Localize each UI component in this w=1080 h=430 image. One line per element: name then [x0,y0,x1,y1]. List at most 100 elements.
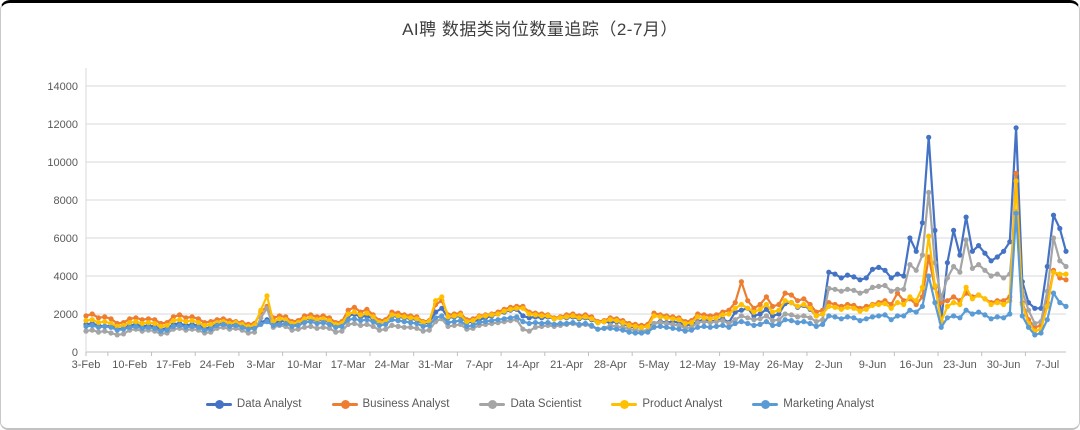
data-point [901,301,907,308]
data-point [570,313,576,319]
legend-marker-marketing-analyst [752,399,779,409]
data-point [994,300,1000,306]
data-point [976,262,982,268]
data-point [470,318,476,324]
data-point [670,325,676,331]
data-point [844,272,851,278]
data-point [345,321,351,327]
data-point [1050,269,1057,275]
data-point [364,310,370,316]
data-point [944,315,951,321]
data-point [1063,271,1069,277]
legend-label: Data Analyst [236,398,302,410]
data-point [663,320,670,327]
x-tick-label: 21-Apr [550,359,583,371]
data-point [308,315,314,321]
data-point [938,324,944,330]
x-tick-label: 19-May [723,359,760,371]
x-tick-label: 23-Jun [943,359,977,371]
data-point [688,327,695,333]
data-point [907,294,913,300]
data-point [757,301,763,308]
data-point [245,330,251,336]
data-point [982,250,988,256]
data-point [145,320,151,326]
data-point [994,271,1000,277]
x-tick-label: 14-Apr [506,359,539,371]
data-point [301,316,308,322]
data-point [520,305,526,311]
data-point [988,258,994,264]
data-point [851,274,857,280]
data-point [532,320,539,326]
data-point [969,248,976,254]
data-point [838,275,844,281]
y-tick-label: 10000 [47,157,78,169]
data-point [863,288,869,294]
data-point [295,326,301,332]
data-point [439,294,445,300]
data-point [95,324,102,330]
series-product-analyst [83,178,1069,334]
data-point [258,315,264,321]
data-point [676,317,682,323]
data-point [545,313,551,319]
data-point [314,320,320,327]
data-point [358,322,364,328]
data-point [851,287,857,293]
data-point [657,314,663,320]
data-point [601,325,607,331]
data-point [1001,301,1007,308]
data-point [657,323,663,329]
data-point [919,252,926,258]
data-point [1001,248,1007,254]
data-point [464,323,470,329]
data-point [195,316,201,322]
legend-marker-product-analyst [611,399,638,409]
chart-title: AI聘 数据类岗位数量追踪（2-7月） [402,20,678,39]
data-point [770,303,776,309]
data-point [707,324,713,330]
data-point [1044,263,1050,270]
data-point [651,324,657,330]
data-point [595,320,601,326]
data-point [177,322,183,328]
data-point [901,273,907,279]
data-point [395,318,401,324]
y-tick-label: 4000 [54,271,78,283]
data-point [589,316,595,322]
data-point [832,271,838,277]
data-point [1032,320,1038,327]
data-point [876,301,882,308]
x-tick-label: 3-Feb [72,359,101,371]
data-point [351,304,357,310]
data-point [170,323,176,329]
data-point [120,326,127,332]
data-point [907,235,913,241]
data-point [932,260,938,266]
legend-label: Data Scientist [510,398,582,410]
data-point [882,312,888,318]
data-point [707,316,713,322]
data-point [844,286,851,292]
data-point [358,318,364,324]
data-point [913,267,919,273]
data-point [108,316,114,322]
data-point [832,286,838,292]
data-point [882,301,888,307]
data-point [195,320,201,326]
data-point [420,328,426,334]
data-point [982,267,988,273]
data-point [832,314,838,320]
data-point [114,332,120,338]
data-point [582,320,589,327]
data-point [95,320,102,326]
data-point [264,293,270,299]
data-point [158,323,164,329]
data-point [183,324,189,330]
data-point [127,324,133,330]
data-point [576,321,582,327]
data-point [913,248,919,254]
data-point [632,330,638,336]
data-point [676,326,682,332]
